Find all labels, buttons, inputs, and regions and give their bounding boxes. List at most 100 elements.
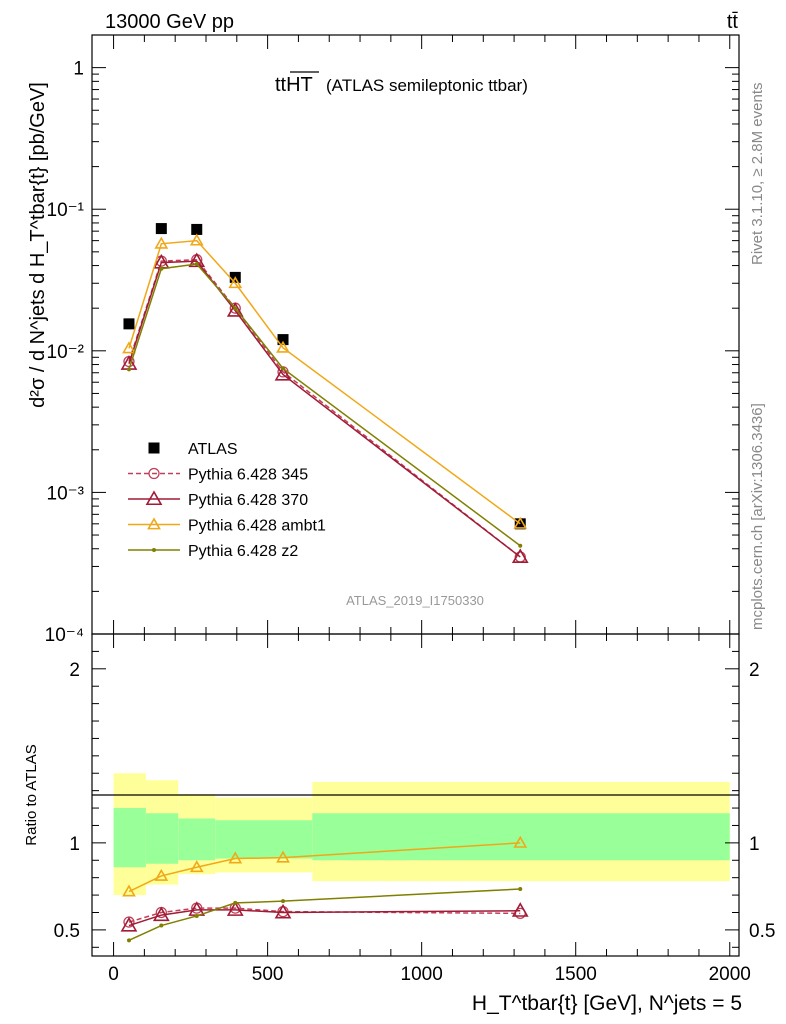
ratio-y-label: Ratio to ATLAS [23, 744, 40, 845]
green-band [312, 813, 730, 861]
ratio-ticks: 0 500 1000 1500 2000 0.5 0.5 1 1 2 2 [54, 633, 775, 985]
data-point [189, 233, 204, 246]
series-pythia-6-428-345 [123, 902, 526, 928]
data-point [277, 334, 289, 346]
data-point [274, 365, 292, 381]
data-point [281, 366, 286, 371]
main-series [120, 223, 529, 564]
data-point [281, 899, 286, 904]
data-point [120, 916, 138, 932]
series-pythia-6-428-345 [123, 254, 526, 563]
main-y-label: d²σ / d N^jets d H_T^tbar{t} [pb/GeV] [27, 82, 49, 408]
ratio-panel: 0 500 1000 1500 2000 0.5 0.5 1 1 2 2 Ratio to ATLA… [23, 633, 775, 1015]
x-axis-label: H_T^tbar{t} [GeV], N^jets = 5 [472, 992, 742, 1015]
series-pythia-6-428-z2 [126, 262, 523, 548]
main-ticks: 1 10⁻¹ 10⁻² 10⁻³ 10⁻⁴ [45, 35, 739, 646]
data-point [276, 850, 290, 863]
x-tick-label: 1000 [401, 964, 443, 985]
data-point [511, 548, 529, 564]
header-final-state: tt̄ [727, 11, 739, 33]
data-point [276, 340, 290, 353]
data-point [233, 900, 238, 905]
data-point [194, 262, 199, 267]
data-point [188, 252, 206, 268]
data-point [159, 266, 164, 271]
series-line [128, 263, 521, 547]
data-point [518, 886, 523, 891]
data-point [147, 517, 161, 530]
legend-label: ATLAS [188, 441, 238, 458]
data-point [122, 341, 136, 354]
data-point [513, 835, 528, 848]
ratio-series [120, 835, 529, 943]
main-y-tick-label: 10⁻⁴ [45, 625, 84, 646]
data-point [123, 318, 135, 330]
ratio-y-tick-label: 1 [69, 834, 80, 855]
data-point [226, 901, 244, 916]
data-point [513, 516, 528, 529]
ratio-y-tick-label-right: 1 [749, 834, 760, 855]
data-point [152, 906, 170, 922]
series-pythia-6-428-z2 [126, 886, 523, 943]
ratio-y-tick-label: 0.5 [54, 921, 80, 942]
data-point [154, 868, 169, 881]
x-tick-label: 500 [252, 964, 284, 985]
data-point [159, 923, 164, 928]
ratio-y-tick-label-right: 2 [749, 660, 760, 681]
main-title: ttHT [275, 74, 313, 96]
data-point [148, 467, 160, 480]
data-point [518, 543, 523, 548]
data-point [191, 223, 203, 235]
data-point [274, 903, 292, 919]
data-point [152, 548, 156, 552]
data-point [189, 860, 204, 873]
series-line [128, 907, 521, 923]
green-band [145, 813, 179, 864]
data-point [126, 938, 131, 943]
rivet-label: Rivet 3.1.10, ≥ 2.8M events [749, 83, 766, 266]
series-line [128, 888, 521, 942]
ratio-y-tick-label-right: 0.5 [749, 921, 775, 942]
series-pythia-6-428-370 [120, 901, 529, 932]
header-process: 13000 GeV pp [105, 11, 234, 33]
data-point [228, 276, 243, 289]
series-line [128, 239, 521, 525]
ratio-y-tick-label: 2 [69, 660, 80, 681]
x-tick-label: 0 [108, 964, 119, 985]
data-point [228, 851, 243, 864]
legend-label: Pythia 6.428 z2 [188, 543, 298, 560]
ratio-bands [113, 773, 730, 896]
data-point [194, 913, 199, 918]
data-point [145, 490, 163, 506]
data-point [154, 236, 169, 249]
main-panel: 1 10⁻¹ 10⁻² 10⁻³ 10⁻⁴ ttHT (ATLAS semilepton… [27, 34, 740, 646]
data-point [511, 902, 529, 917]
data-point [126, 367, 131, 372]
main-y-tick-label: 10⁻¹ [47, 200, 85, 221]
green-band [178, 818, 216, 861]
green-band [113, 808, 146, 868]
data-point [226, 302, 244, 317]
green-band [215, 820, 313, 859]
analysis-id: ATLAS_2019_I1750330 [346, 593, 484, 608]
x-tick-label: 1500 [555, 964, 597, 985]
series-pythia-6-428-ambt1 [122, 835, 528, 897]
data-point [148, 442, 160, 454]
data-point [233, 306, 238, 311]
main-y-tick-label: 1 [73, 59, 84, 80]
x-tick-label: 2000 [709, 964, 751, 985]
series-pythia-6-428-370 [120, 252, 529, 564]
data-point [122, 884, 136, 897]
ratio-frame [91, 633, 740, 957]
legend-label: Pythia 6.428 370 [188, 492, 308, 509]
data-point [155, 223, 167, 235]
main-subtitle: (ATLAS semileptonic ttbar) [326, 76, 528, 95]
legend-label: Pythia 6.428 ambt1 [188, 518, 326, 535]
main-y-tick-label: 10⁻² [47, 342, 85, 363]
series-line [128, 258, 521, 558]
legend-label: Pythia 6.428 345 [188, 467, 308, 484]
series-line [128, 260, 521, 558]
main-y-tick-label: 10⁻³ [47, 483, 85, 504]
series-pythia-6-428-ambt1 [122, 233, 528, 529]
